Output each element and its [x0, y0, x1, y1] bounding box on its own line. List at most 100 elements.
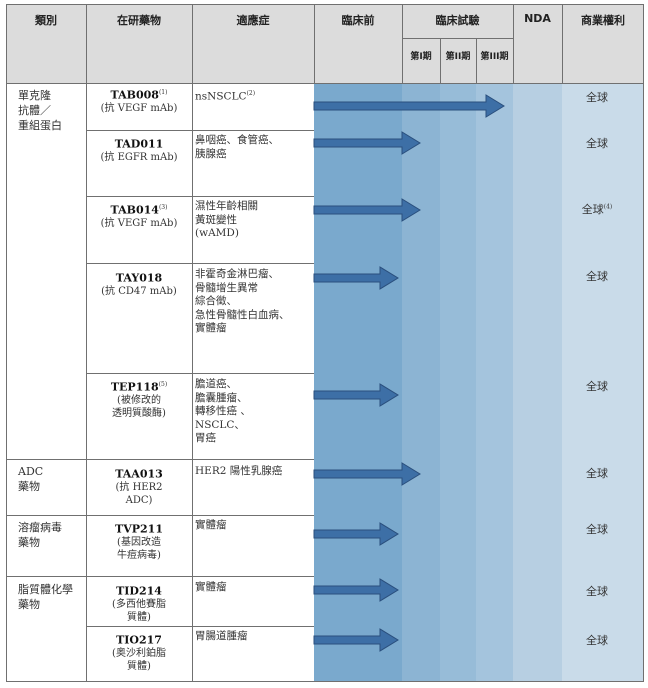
border-top: [6, 4, 644, 5]
progress-arrow-shape: [313, 628, 399, 652]
drug-code: TAY018: [115, 271, 163, 285]
drug-target: (抗 VEGF mAb): [100, 218, 178, 230]
progress-arrow-shape: [313, 578, 399, 602]
drug-code: TAD011: [114, 137, 164, 151]
drug-cell: TAA013 (抗 HER2 ADC): [86, 465, 192, 507]
progress-arrow-shape: [313, 94, 505, 118]
progress-arrow-shape: [313, 266, 399, 290]
indication-cell: nsNSCLC(2): [195, 87, 313, 104]
header-preclinical: 臨床前: [341, 14, 375, 27]
rights-text: 全球: [586, 91, 608, 104]
rights-text: 全球: [586, 270, 608, 283]
group-divider: [6, 576, 314, 577]
header-bottom-line: [6, 83, 644, 84]
rights-text: 全球: [586, 634, 608, 647]
rights-cell: 全球: [565, 135, 629, 151]
drug-cell: TAB008(1) (抗 VEGF mAb): [86, 86, 192, 115]
indication-text: 胃腸道腫瘤: [195, 630, 248, 642]
drug-target: (抗 VEGF mAb): [100, 103, 178, 115]
drug-code: TEP118: [110, 380, 159, 394]
border-left: [6, 4, 7, 682]
border-right: [643, 4, 644, 682]
category-adc: ADC 藥物: [18, 465, 44, 493]
drug-target: (被修改的 透明質酸酶): [112, 395, 166, 420]
preclinical-column: [314, 84, 402, 682]
header-background: [6, 4, 644, 84]
header-drug: 在研藥物: [117, 14, 161, 27]
nda-column: [513, 84, 562, 682]
drug-target: (抗 HER2 ADC): [115, 482, 163, 507]
indication-text: HER2 陽性乳腺癌: [195, 465, 283, 477]
clinical-subheader-line: [402, 38, 513, 39]
drug-cell: TEP118(5) (被修改的 透明質酸酶): [86, 378, 192, 420]
rights-cell: 全球(4): [565, 201, 629, 217]
indication-text: 濕性年齡相關 黃斑變性 (wAMD): [195, 200, 258, 239]
rights-column: [562, 84, 644, 682]
row-divider: [86, 626, 314, 627]
drug-footnote: (3): [158, 204, 168, 211]
rights-cell: 全球: [565, 378, 629, 394]
row-divider: [86, 130, 314, 131]
progress-arrow: [313, 266, 399, 290]
group-divider: [6, 515, 314, 516]
drug-footnote: (5): [158, 381, 168, 388]
progress-arrow: [313, 628, 399, 652]
rights-cell: 全球: [565, 268, 629, 284]
indication-text: 膽道癌、 膽囊腫瘤、 轉移性癌 、 NSCLC、 胃癌: [195, 378, 251, 444]
indication-footnote: (2): [246, 90, 256, 97]
phase2-column: [440, 84, 476, 682]
progress-arrow: [313, 522, 399, 546]
indication-text: 實體瘤: [195, 519, 227, 531]
indication-text: 實體瘤: [195, 581, 227, 593]
rights-text: 全球: [586, 585, 608, 598]
progress-arrow: [313, 94, 505, 118]
col-divider: [513, 4, 514, 84]
rights-cell: 全球: [565, 521, 629, 537]
rights-cell: 全球: [565, 465, 629, 481]
drug-code: TAB014: [110, 203, 159, 217]
col-divider: [402, 4, 403, 84]
drug-code: TAA013: [115, 467, 163, 481]
border-bottom: [6, 681, 644, 682]
header-category: 類別: [35, 14, 57, 27]
drug-cell: TAD011 (抗 EGFR mAb): [86, 135, 192, 164]
category-oncolytic-virus: 溶瘤病毒 藥物: [18, 521, 62, 549]
progress-arrow: [313, 578, 399, 602]
col-divider: [562, 4, 563, 84]
drug-cell: TAB014(3) (抗 VEGF mAb): [86, 201, 192, 230]
progress-arrow-shape: [313, 522, 399, 546]
progress-arrow: [313, 198, 421, 222]
rights-text: 全球: [586, 137, 608, 150]
drug-code: TAB008: [110, 88, 159, 102]
header-phase3: 第III期: [480, 52, 509, 62]
drug-cell: TIO217 (奥沙利鉑脂 質體): [86, 631, 192, 673]
phase3-column: [476, 84, 513, 682]
drug-code: TID214: [116, 584, 162, 598]
rights-text: 全球: [586, 467, 608, 480]
col-divider: [192, 4, 193, 682]
rights-footnote: (4): [603, 203, 613, 211]
header-rights: 商業權利: [581, 14, 625, 27]
progress-arrow-shape: [313, 131, 421, 155]
phase1-column: [402, 84, 440, 682]
header-clinical: 臨床試驗: [435, 14, 480, 27]
header-nda: NDA: [524, 12, 551, 25]
progress-arrow-shape: [313, 383, 399, 407]
rights-cell: 全球: [565, 632, 629, 648]
rights-cell: 全球: [565, 89, 629, 105]
row-divider: [86, 373, 314, 374]
drug-target: (奥沙利鉑脂 質體): [112, 648, 166, 673]
header-phase1: 第I期: [410, 52, 432, 62]
drug-target: (多西他賽脂 質體): [112, 599, 166, 624]
category-liposome: 脂質體化學 藥物: [18, 583, 73, 611]
drug-target: (抗 CD47 mAb): [101, 286, 177, 298]
progress-arrow-shape: [313, 198, 421, 222]
col-divider: [314, 4, 315, 84]
progress-arrow: [313, 131, 421, 155]
rights-text: 全球: [586, 523, 608, 536]
header-indication: 適應症: [236, 14, 270, 27]
drug-cell: TVP211 (基因改造 牛痘病毒): [86, 520, 192, 562]
drug-code: TVP211: [115, 522, 163, 536]
drug-cell: TID214 (多西他賽脂 質體): [86, 582, 192, 624]
